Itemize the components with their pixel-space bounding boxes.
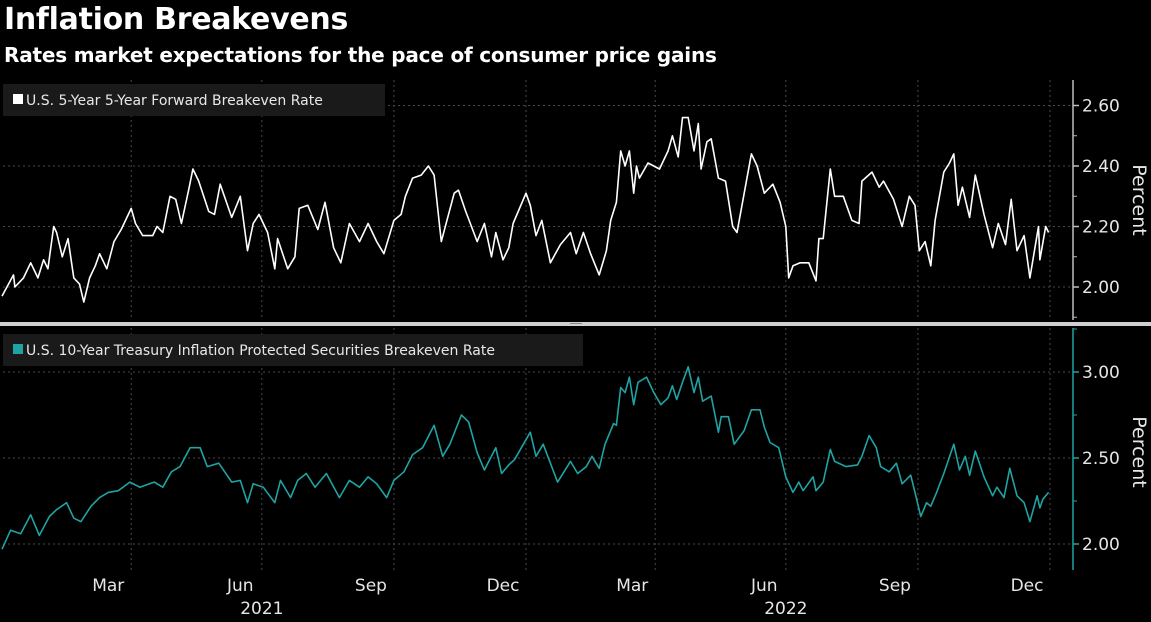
y-tick-label: 2.60 — [1082, 97, 1120, 117]
x-tick-label: Mar — [92, 576, 124, 596]
x-year-label: 2021 — [240, 599, 283, 619]
legend-box-bottom — [3, 334, 583, 366]
x-tick-label: Mar — [616, 576, 648, 596]
y-tick-label: 2.20 — [1082, 218, 1120, 238]
y-axis-label-top: Percent — [1128, 164, 1150, 236]
x-tick-label: Sep — [879, 576, 911, 596]
x-tick-label: Jun — [750, 576, 778, 596]
y-tick-label: 3.00 — [1082, 363, 1120, 383]
series-line-10y-tips — [1, 365, 1050, 550]
chart-subtitle: Rates market expectations for the pace o… — [4, 43, 717, 67]
x-year-label: 2022 — [764, 599, 807, 619]
x-tick-label: Sep — [355, 576, 387, 596]
y-tick-label: 2.00 — [1082, 535, 1120, 555]
y-axis-label-bottom: Percent — [1128, 416, 1150, 488]
legend-label-bottom: U.S. 10-Year Treasury Inflation Protecte… — [26, 343, 495, 359]
axes: 2.60 2.40 2.20 2.00 3.00 2.50 2.00 Mar Jun Sep Dec… — [92, 80, 1120, 619]
x-tick-label: Dec — [487, 576, 520, 596]
legend-swatch-top — [13, 94, 23, 104]
x-tick-label: Jun — [226, 576, 254, 596]
series-lines — [1, 116, 1050, 550]
legend-label-top: U.S. 5-Year 5-Year Forward Breakeven Rat… — [26, 93, 323, 109]
legend-box-top — [3, 84, 385, 116]
y-tick-label: 2.50 — [1082, 449, 1120, 469]
y-tick-label: 2.40 — [1082, 157, 1120, 177]
chart-title: Inflation Breakevens — [4, 2, 348, 37]
y-tick-label: 2.00 — [1082, 278, 1120, 298]
legend-swatch-bottom — [13, 344, 23, 354]
gridlines — [3, 80, 1073, 570]
x-tick-label: Dec — [1011, 576, 1044, 596]
series-line-5y5y-forward — [1, 116, 1050, 303]
